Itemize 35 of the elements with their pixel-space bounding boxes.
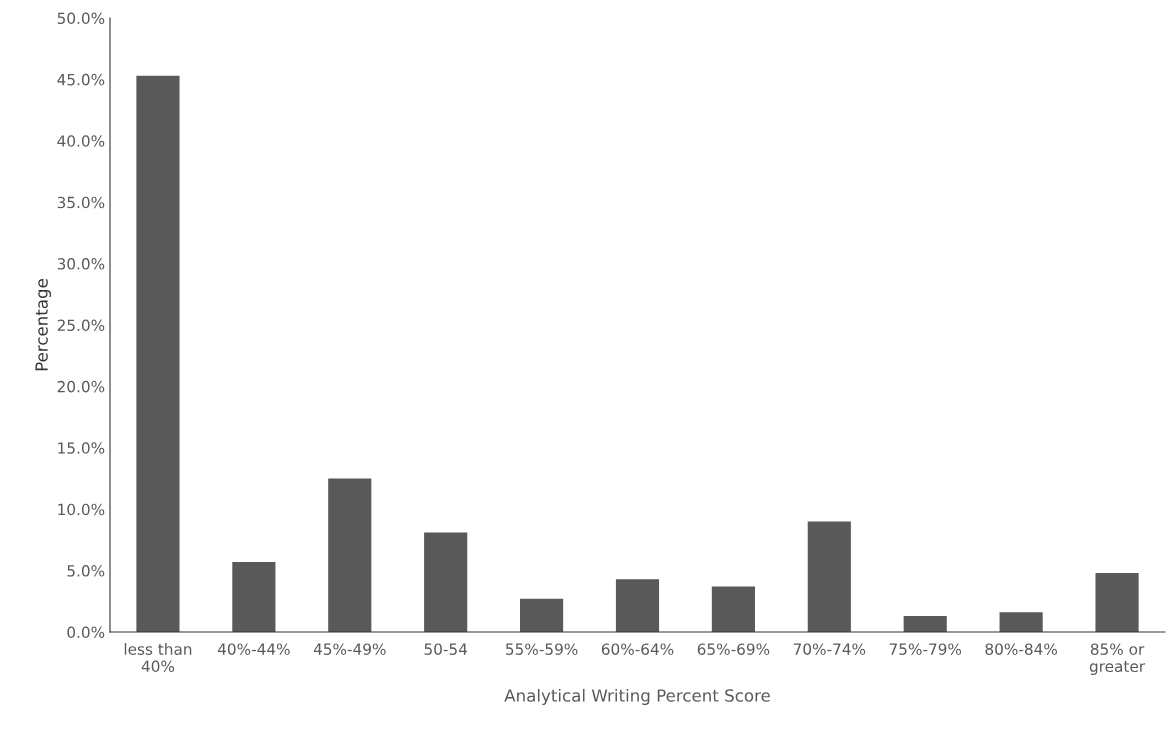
bar — [807, 521, 851, 632]
x-tick-label: 75%-79% — [889, 643, 962, 655]
y-tick-label: 20.0% — [57, 380, 105, 393]
y-tick-label: 10.0% — [58, 503, 105, 516]
bar — [999, 612, 1043, 632]
x-tick-label: 55%-59% — [506, 643, 578, 655]
x-axis-title: Analytical Writing Percent Score — [504, 688, 770, 706]
y-tick-label: 45.0% — [57, 73, 105, 86]
x-tick-label: 40%-44% — [217, 643, 290, 655]
y-tick-label: 35.0% — [57, 196, 105, 209]
bar — [1095, 573, 1139, 632]
x-tick-label: less than 40% — [124, 643, 192, 673]
bar — [615, 579, 660, 632]
y-tick-label: 15.0% — [58, 442, 105, 454]
bar — [424, 532, 468, 632]
x-tick-label: 85% or greater — [1089, 643, 1146, 675]
y-tick-label: 25.0% — [57, 319, 105, 332]
bar — [232, 562, 276, 632]
bar — [328, 478, 372, 632]
y-tick-label: 50.0% — [57, 12, 105, 25]
x-tick-label: 65%-69% — [697, 643, 770, 655]
x-tick-label: 60%-64% — [601, 643, 674, 655]
y-tick-label: 30.0% — [57, 258, 105, 270]
bar — [136, 75, 180, 632]
x-tick-label: 50-54 — [424, 643, 468, 655]
y-axis-title: Percentage — [35, 279, 52, 371]
bar — [903, 616, 947, 632]
x-tick-label: 80%-84% — [985, 643, 1058, 655]
bar — [711, 586, 755, 632]
y-tick-label: 0.0% — [67, 626, 105, 639]
y-tick-label: 5.0% — [67, 565, 105, 577]
bar — [520, 598, 564, 632]
y-tick-label: 40.0% — [57, 135, 105, 147]
x-tick-label: 70%-74% — [793, 643, 866, 655]
x-tick-label: 45%-49% — [313, 643, 386, 655]
